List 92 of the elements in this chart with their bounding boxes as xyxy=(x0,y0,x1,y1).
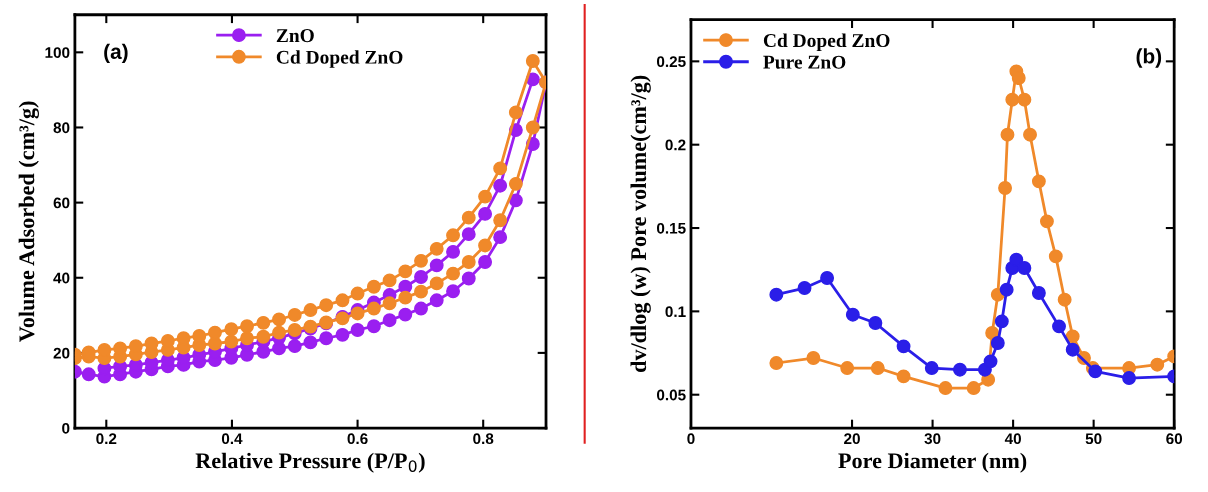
point xyxy=(1005,92,1020,107)
point xyxy=(994,314,1009,329)
point xyxy=(845,307,860,322)
x-tick-label: 40 xyxy=(1004,433,1021,445)
point xyxy=(953,362,967,377)
annotation: (a) xyxy=(104,43,128,64)
point xyxy=(1017,92,1032,107)
point xyxy=(493,178,508,193)
y-tick-label: 80 xyxy=(53,122,70,134)
point xyxy=(446,244,460,259)
point xyxy=(446,284,460,299)
point xyxy=(1122,371,1137,385)
point xyxy=(1057,292,1072,307)
point xyxy=(478,206,493,221)
point xyxy=(983,354,998,369)
point xyxy=(797,281,812,295)
legend-label: Cd Doped ZnO xyxy=(276,50,403,68)
legend-label: ZnO xyxy=(276,29,314,43)
x-tick-label: 30 xyxy=(924,433,941,445)
legend-label: Cd Doped ZnO xyxy=(763,33,890,52)
x-axis-title: Pore Diameter (nm) xyxy=(838,452,1027,473)
point xyxy=(1031,174,1046,189)
point xyxy=(1039,214,1054,229)
x-tick-label: 20 xyxy=(844,433,860,445)
point xyxy=(924,361,939,375)
point xyxy=(1065,329,1080,344)
point xyxy=(1009,252,1024,267)
point xyxy=(1150,357,1165,372)
legend-label: Pure ZnO xyxy=(763,55,846,69)
y-tick-label: 0 xyxy=(62,422,70,434)
point xyxy=(350,323,365,337)
point xyxy=(398,307,413,322)
point xyxy=(429,258,444,273)
point xyxy=(820,271,835,285)
point xyxy=(985,326,1000,340)
annotation: (b) xyxy=(1136,48,1162,68)
point xyxy=(1011,71,1026,85)
point xyxy=(999,282,1014,297)
point xyxy=(319,331,334,346)
point xyxy=(1052,319,1066,334)
point xyxy=(806,351,821,365)
y-tick-label: 100 xyxy=(45,47,70,59)
x-tick-label: 0.6 xyxy=(347,433,368,445)
y-tick-label: 0.25 xyxy=(656,56,686,68)
y-tick-label: 0.1 xyxy=(665,306,686,318)
point xyxy=(1023,127,1037,142)
point xyxy=(1088,364,1103,379)
point xyxy=(429,293,444,308)
point xyxy=(414,270,428,284)
x-tick-label: 0.8 xyxy=(473,433,494,445)
point xyxy=(1017,261,1032,275)
x-tick-label: 60 xyxy=(1166,433,1183,445)
point xyxy=(769,287,784,302)
point xyxy=(366,319,381,334)
y-tick-label: 0.05 xyxy=(656,389,686,401)
y-axis-title: Volume Adsorbed (cm³/g) xyxy=(18,101,39,342)
x-tick-label: 50 xyxy=(1085,433,1102,445)
point xyxy=(287,339,302,354)
point xyxy=(966,381,981,395)
point xyxy=(870,361,885,375)
x-tick-label: 0 xyxy=(687,433,695,445)
point xyxy=(493,230,508,245)
point xyxy=(998,181,1013,195)
point xyxy=(896,369,911,384)
point xyxy=(382,313,397,328)
point xyxy=(414,301,428,316)
y-tick-label: 40 xyxy=(53,272,70,284)
point xyxy=(1065,342,1080,357)
point xyxy=(840,361,855,375)
x-tick-label: 0.4 xyxy=(221,433,243,445)
point xyxy=(81,367,96,382)
point xyxy=(461,227,476,242)
x-axis-title: Relative Pressure (P/P$_{0}$) xyxy=(195,452,425,473)
point xyxy=(461,271,476,286)
y-tick-label: 0.15 xyxy=(656,222,686,234)
point xyxy=(303,335,318,350)
point xyxy=(1000,127,1015,142)
point xyxy=(478,255,493,269)
point xyxy=(335,327,350,342)
point xyxy=(990,336,1005,350)
x-tick-label: 0.2 xyxy=(96,433,117,445)
point xyxy=(1031,286,1046,300)
y-tick-label: 20 xyxy=(53,347,70,359)
point xyxy=(769,356,784,370)
y-tick-label: 0.2 xyxy=(665,139,686,151)
point xyxy=(868,316,883,330)
point xyxy=(896,339,911,354)
point xyxy=(938,381,953,395)
y-axis-title: dv/dlog (w) Pore volume(cm³/g) xyxy=(630,75,651,373)
y-tick-label: 60 xyxy=(53,197,70,209)
point xyxy=(1048,249,1063,264)
point xyxy=(508,193,523,208)
